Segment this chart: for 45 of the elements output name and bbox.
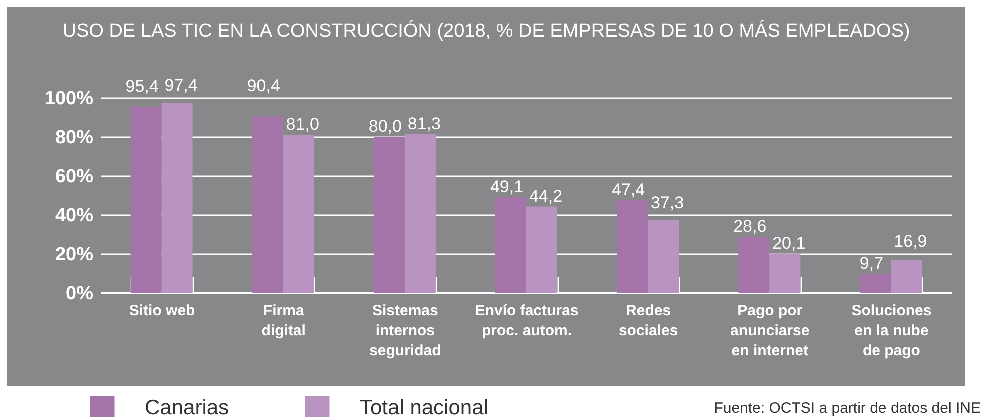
- data-label: 97,4: [164, 76, 198, 96]
- data-label: 95,4: [126, 76, 159, 96]
- x-tick-label: Redes sociales: [618, 302, 678, 340]
- bar: [526, 206, 558, 293]
- data-label: 37,3: [651, 193, 684, 212]
- bar: [374, 137, 405, 293]
- chart-title: USO DE LAS TIC EN LA CONSTRUCCIÓN (2018, % DE EMPRESAS DE 10 O MÁS EMPLEADOS): [62, 20, 910, 42]
- legend-label: Canarias: [145, 396, 230, 417]
- x-tick-label: Sistemas internos seguridad: [370, 302, 442, 360]
- data-label: 16,9: [894, 232, 928, 252]
- data-label: 28,6: [734, 217, 767, 236]
- data-label: 47,4: [612, 180, 646, 200]
- bar: [162, 103, 193, 293]
- y-tick-label: 0%: [66, 284, 94, 304]
- x-tick-label: Firma digital: [262, 302, 306, 340]
- data-label: 81,3: [408, 114, 441, 134]
- data-label: 20,1: [772, 234, 806, 253]
- bar: [130, 106, 162, 293]
- source-note: Fuente: OCTSI a partir de datos del INE: [714, 400, 981, 417]
- x-tick-label: Envío facturas proc. autom.: [475, 302, 579, 340]
- bar: [252, 116, 284, 293]
- bar: [617, 200, 648, 293]
- data-label: 80,0: [368, 117, 402, 136]
- y-tick-label: 80%: [55, 128, 94, 148]
- data-label: 49,1: [490, 177, 524, 196]
- x-tick-label: Pago por anunciarse en internet: [730, 302, 810, 360]
- bar: [648, 220, 680, 293]
- bar: [404, 134, 436, 293]
- x-tick-label: Soluciones en la nube de pago: [852, 302, 932, 360]
- data-label: 44,2: [529, 186, 563, 206]
- bar: [283, 135, 314, 293]
- bar: [891, 260, 922, 293]
- y-tick-label: 100%: [44, 88, 94, 110]
- bar: [860, 274, 892, 293]
- data-label: 9,7: [860, 254, 884, 274]
- data-label: 90,4: [247, 76, 280, 96]
- data-label: 81,0: [286, 115, 320, 134]
- y-tick-label: 60%: [55, 166, 94, 188]
- x-tick-label: Sitio web: [129, 302, 196, 320]
- bar: [496, 197, 526, 293]
- bar: [770, 254, 801, 293]
- bar: [738, 237, 770, 293]
- legend-label: Total nacional: [360, 396, 488, 417]
- y-tick-label: 20%: [55, 244, 94, 266]
- y-tick-label: 40%: [55, 206, 94, 226]
